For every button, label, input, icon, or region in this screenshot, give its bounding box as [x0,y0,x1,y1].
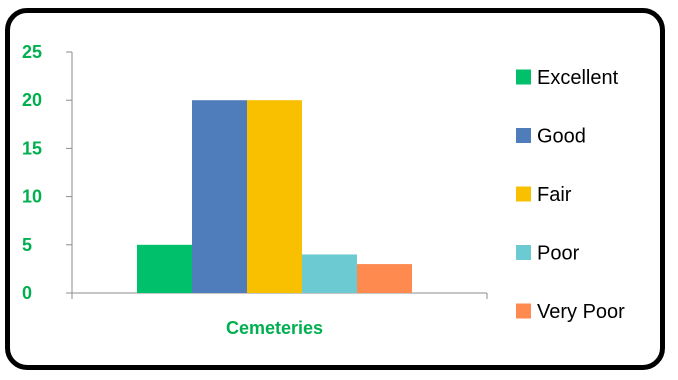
legend-label: Good [537,126,586,148]
y-tick-label: 10 [22,187,42,207]
x-tick-labels: Cemeteries [226,318,323,338]
legend-swatch [516,186,531,202]
legend-swatch [516,128,531,143]
legend-item-excellent: Excellent [516,67,619,89]
bar-very-poor [357,264,412,293]
y-tick-label: 5 [22,235,32,255]
legend-item-poor: Poor [516,243,580,265]
y-tick-label: 15 [22,138,42,158]
chart-frame [5,8,665,370]
legend-swatch [516,69,531,85]
y-tick-labels: 0 5 10 15 20 25 [22,42,42,303]
y-tick-label: 0 [22,283,32,303]
legend-label: Very Poor [537,301,625,323]
legend-item-good: Good [516,126,586,148]
bar-good [192,100,247,293]
bars [137,100,412,293]
legend-swatch [516,303,531,319]
bar-fair [247,100,302,293]
legend-label: Fair [537,184,572,206]
legend-item-fair: Fair [516,184,572,206]
legend-item-very-poor: Very Poor [516,301,625,323]
y-tick-label: 20 [22,90,42,110]
legend-swatch [516,245,531,260]
legend-label: Poor [537,243,580,265]
y-tick-label: 25 [22,42,42,62]
legend: Excellent Good Fair Poor Very Poor [516,67,625,323]
bar-excellent [137,244,192,293]
bar-poor [302,254,357,293]
x-tick-label: Cemeteries [226,318,323,338]
legend-label: Excellent [537,67,619,89]
